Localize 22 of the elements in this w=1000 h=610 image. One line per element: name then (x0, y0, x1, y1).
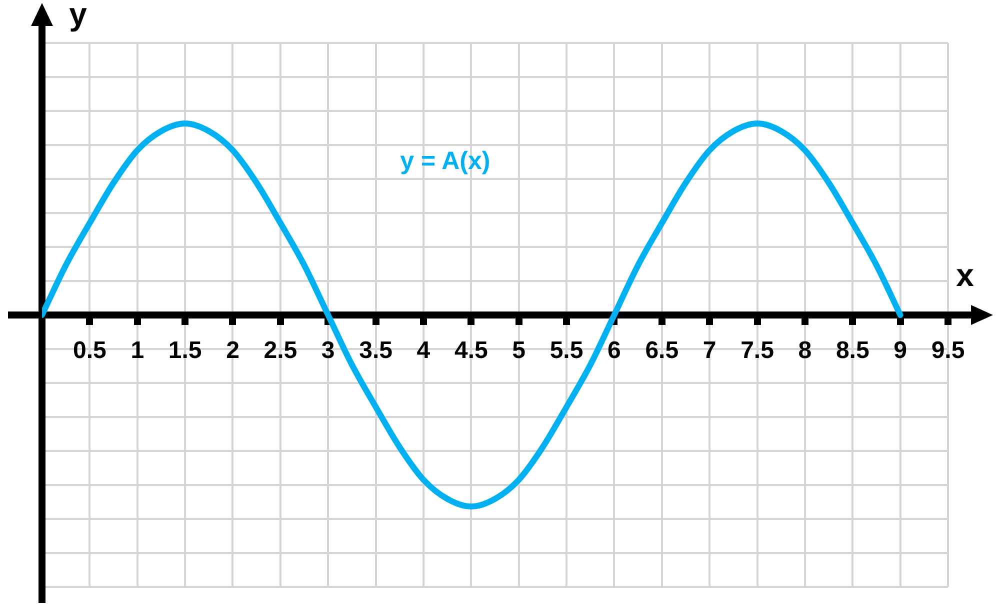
x-tick-label: 5 (512, 337, 526, 364)
x-tick-label: 1.5 (168, 337, 202, 364)
x-tick-label: 6 (608, 337, 621, 364)
x-tick-label: 3.5 (359, 337, 392, 364)
x-tick-label: 9 (894, 337, 907, 364)
x-tick-label: 7.5 (740, 337, 774, 364)
x-tick-label: 5.5 (550, 337, 584, 364)
x-tick-label: 6.5 (645, 337, 679, 364)
x-tick-label: 3 (321, 337, 335, 364)
x-tick-label: 8 (798, 337, 812, 364)
y-axis-title: y (69, 0, 88, 32)
x-tick-label: 4.5 (454, 337, 488, 364)
x-tick-label: 7 (702, 337, 716, 364)
x-tick-label: 2.5 (264, 337, 298, 364)
x-tick-label: 8.5 (836, 337, 870, 364)
text: y = A(x) (400, 147, 490, 176)
x-tick-label: 4 (416, 337, 431, 364)
x-tick-label: 0.5 (72, 337, 106, 364)
x-tick-label: 1 (130, 337, 144, 364)
x-axis-title: x (956, 256, 974, 293)
x-tick-label: 2 (226, 337, 240, 364)
x-tick-label: 9.5 (931, 337, 965, 364)
